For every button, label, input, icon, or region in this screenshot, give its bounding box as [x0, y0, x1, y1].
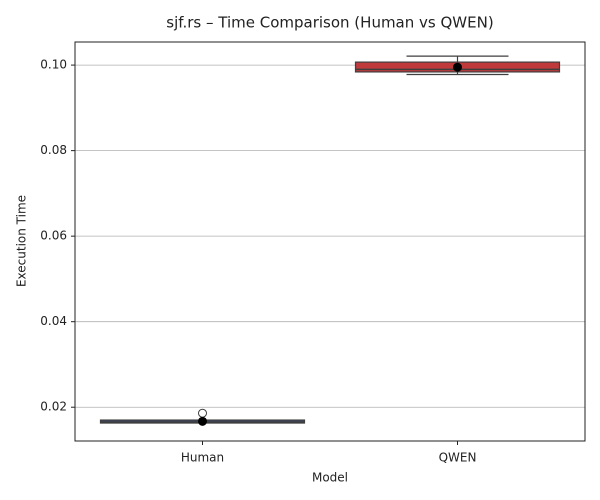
- x-axis-label: Model: [312, 471, 348, 485]
- plot-frame: [74, 41, 586, 442]
- outlier: [198, 408, 207, 418]
- chart-title: sjf.rs – Time Comparison (Human vs QWEN): [166, 14, 493, 32]
- y-tick-label: 0.02: [40, 400, 67, 414]
- x-tick-label: QWEN: [439, 451, 477, 465]
- x-tick-label: Human: [181, 451, 224, 465]
- y-tick-label: 0.10: [40, 58, 67, 72]
- y-axis-label: Execution Time: [15, 195, 29, 287]
- mean-marker: [198, 416, 207, 426]
- y-tick-label: 0.08: [40, 143, 67, 157]
- y-tick-label: 0.06: [40, 229, 67, 243]
- mean-marker: [453, 62, 462, 72]
- y-tick-label: 0.04: [40, 314, 67, 328]
